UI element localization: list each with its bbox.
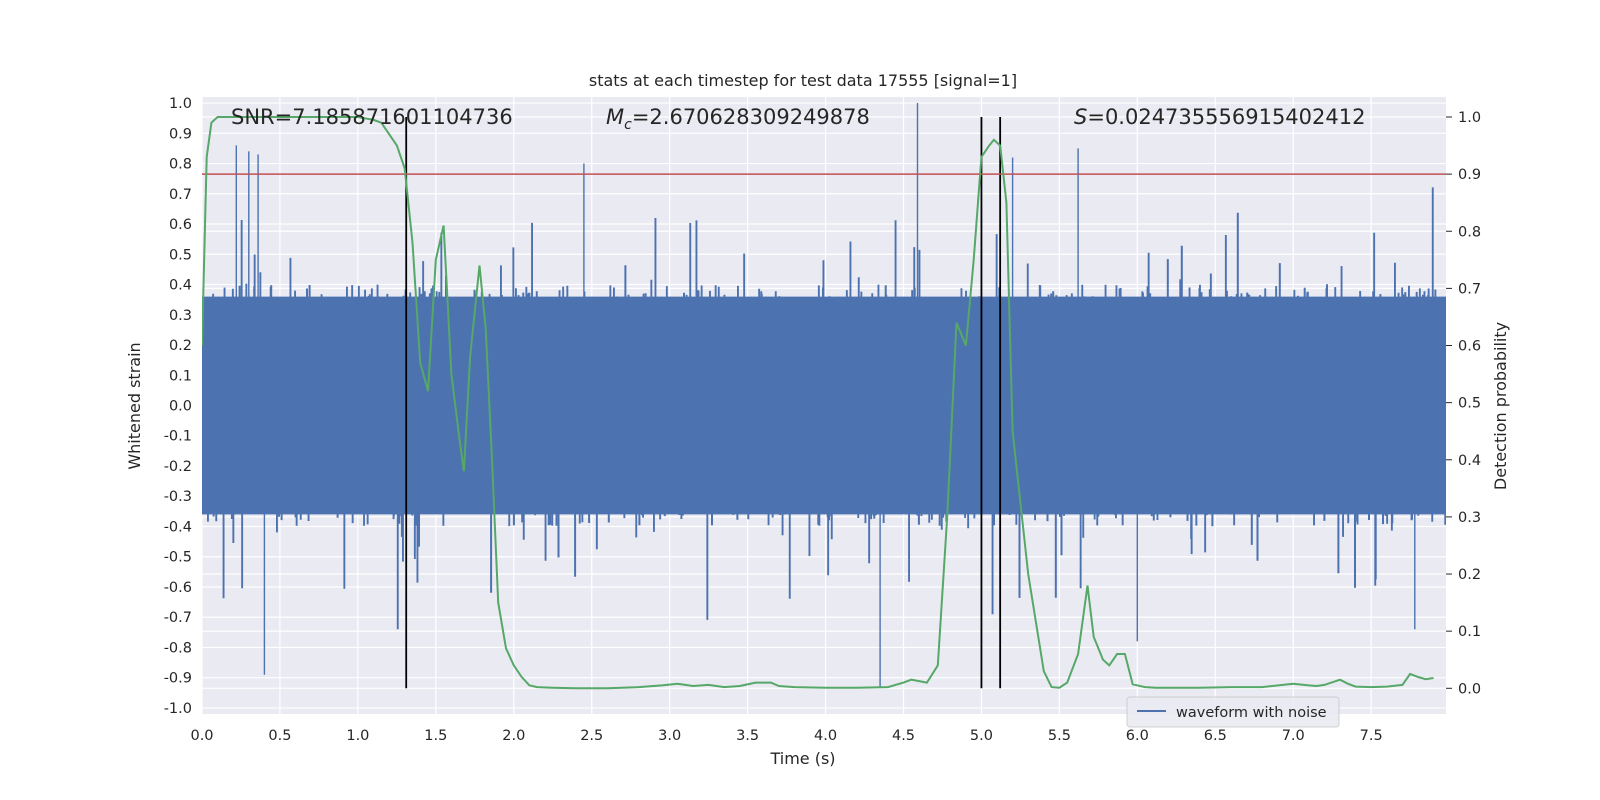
y-axis-label: Whitened strain [125, 342, 144, 469]
s-value: =0.024735556915402412 [1087, 105, 1365, 129]
x-axis-label: Time (s) [769, 749, 835, 768]
y2-tick-label: 0.9 [1458, 167, 1481, 183]
y2-tick-label: 0.5 [1458, 396, 1481, 412]
y2-tick-label: 0.0 [1458, 681, 1481, 697]
chirp-mass-annotation: Mc=2.670628309249878 [606, 105, 870, 133]
s-annotation: S=0.024735556915402412 [1074, 105, 1365, 129]
x-tick-label: 6.5 [1204, 728, 1227, 744]
mc-symbol: M [606, 105, 624, 129]
y2-tick-label: 0.7 [1458, 281, 1481, 297]
y-tick-label: -0.7 [164, 610, 192, 626]
chart-title: stats at each timestep for test data 175… [589, 71, 1017, 90]
x-tick-label: 5.5 [1048, 728, 1071, 744]
y-tick-label: 1.0 [169, 96, 192, 112]
y-tick-label: -0.4 [164, 519, 192, 535]
y-tick-label: 0.7 [169, 187, 192, 203]
y2-tick-label: 0.4 [1458, 453, 1481, 469]
x-tick-label: 6.0 [1126, 728, 1149, 744]
x-tick-label: 2.5 [580, 728, 603, 744]
y2-ticks: 1.0 0.9 0.8 0.7 0.6 0.5 0.4 0.3 0.2 0.1 0.0 [1446, 110, 1481, 697]
y-tick-label: 0.1 [169, 368, 192, 384]
y-tick-label: -0.1 [164, 429, 192, 445]
y-tick-label: -0.5 [164, 550, 192, 566]
y-tick-label: 0.3 [169, 308, 192, 324]
y-ticks: 1.0 0.9 0.8 0.7 0.6 0.5 0.4 0.3 0.2 0.1 0.0 -0.1 -0.… [164, 96, 192, 717]
waveform-trace [202, 103, 1446, 687]
x-tick-label: 1.0 [346, 728, 369, 744]
y-tick-label: -1.0 [164, 701, 192, 717]
y2-axis-label: Detection probability [1491, 322, 1510, 490]
x-ticks: 0.0 0.5 1.0 1.5 2.0 2.5 3.0 3.5 4.0 4.5 5.0 5.5 6.0 6… [190, 728, 1382, 744]
y2-tick-label: 1.0 [1458, 110, 1481, 126]
x-tick-label: 4.0 [814, 728, 837, 744]
x-tick-label: 5.0 [970, 728, 993, 744]
s-symbol: S [1074, 105, 1087, 129]
y-tick-label: 0.2 [169, 338, 192, 354]
series-waveform [202, 103, 1446, 687]
y2-tick-label: 0.6 [1458, 339, 1481, 355]
y2-tick-label: 0.3 [1458, 510, 1481, 526]
legend-label: waveform with noise [1176, 705, 1327, 721]
y-tick-label: -0.2 [164, 459, 192, 475]
x-tick-label: 7.0 [1282, 728, 1305, 744]
y-tick-label: 0.8 [169, 157, 192, 173]
plot-clip [202, 103, 1446, 690]
x-tick-label: 0.5 [268, 728, 291, 744]
legend-box [1126, 696, 1340, 728]
mc-value: =2.670628309249878 [632, 105, 870, 129]
x-tick-label: 4.5 [892, 728, 915, 744]
y-tick-label: -0.8 [164, 640, 192, 656]
y2-tick-label: 0.2 [1458, 567, 1481, 583]
y-tick-label: -0.9 [164, 671, 192, 687]
y-tick-label: 0.6 [169, 217, 192, 233]
snr-annotation: SNR=7.185871601104736 [231, 105, 513, 129]
y2-tick-label: 0.8 [1458, 224, 1481, 240]
vertical-markers [405, 116, 1002, 689]
y-tick-label: 0.4 [169, 278, 192, 294]
legend: waveform with noise [1126, 696, 1340, 728]
x-tick-label: 3.5 [736, 728, 759, 744]
series-detection-probability [202, 116, 1434, 690]
mc-subscript: c [624, 117, 632, 133]
y2-tick-label: 0.1 [1458, 624, 1481, 640]
y-tick-label: -0.3 [164, 489, 192, 505]
y-tick-label: 0.0 [169, 399, 192, 415]
x-tick-label: 1.5 [424, 728, 447, 744]
x-tick-label: 7.5 [1360, 728, 1383, 744]
x-tick-label: 2.0 [502, 728, 525, 744]
y-tick-label: -0.6 [164, 580, 192, 596]
y-tick-label: 0.9 [169, 126, 192, 142]
y-tick-label: 0.5 [169, 247, 192, 263]
x-tick-label: 0.0 [190, 728, 213, 744]
x-tick-label: 3.0 [658, 728, 681, 744]
